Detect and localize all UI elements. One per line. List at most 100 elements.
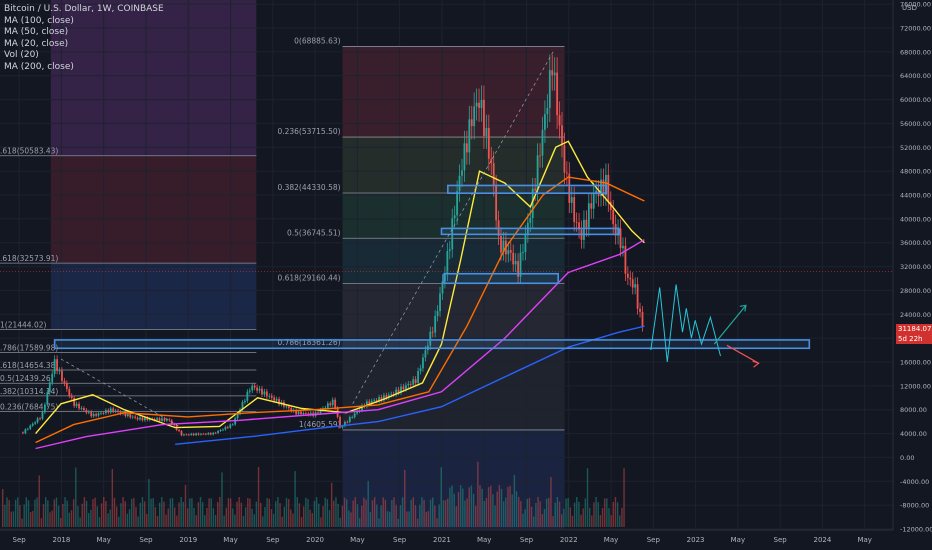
x-tick-label: 2023: [687, 536, 705, 544]
x-tick-label: May: [857, 536, 871, 544]
volume-bar: [195, 515, 197, 527]
volume-bar: [591, 515, 593, 527]
volume-bar: [131, 498, 133, 527]
candle-body: [590, 203, 593, 209]
volume-bar: [236, 501, 238, 527]
y-tick-label: 60000.00: [900, 96, 931, 104]
volume-bar: [204, 515, 206, 527]
candle-body: [573, 197, 576, 222]
volume-bar: [468, 487, 470, 527]
volume-bar: [518, 497, 520, 527]
zone-box: [443, 272, 559, 285]
fib-zone: [342, 429, 565, 529]
y-tick-label: -4000.00: [900, 478, 929, 486]
fib-label: 0.618(29160.44): [277, 274, 340, 283]
volume-bar: [597, 502, 599, 527]
volume-bar: [330, 482, 333, 527]
y-axis-panel: [893, 0, 932, 550]
volume-bar: [341, 505, 344, 527]
trend-line: [352, 51, 554, 404]
volume-bar: [36, 497, 38, 527]
volume-bar: [558, 501, 561, 527]
volume-bar: [343, 497, 346, 527]
volume-bar: [139, 502, 141, 527]
candle-body: [61, 370, 63, 381]
currency-label: USD: [902, 4, 917, 12]
volume-bar: [492, 494, 494, 527]
candle-body: [197, 433, 200, 435]
candle-body: [368, 401, 371, 404]
candle-body: [36, 418, 39, 423]
candle-body: [568, 173, 571, 203]
volume-bar: [621, 507, 623, 527]
fib-label: 1(21444.02): [0, 321, 46, 330]
volume-bar: [550, 477, 552, 527]
volume-bar: [601, 508, 604, 527]
candle-body: [378, 397, 380, 401]
volume-bar: [520, 501, 522, 527]
volume-bar: [70, 510, 73, 527]
candle-body: [73, 397, 76, 406]
fib-label: 0.5(12439.26): [0, 374, 54, 383]
volume-bar: [367, 480, 369, 527]
volume-bar: [75, 467, 77, 527]
volume-bar: [240, 502, 243, 527]
volume-bar: [556, 497, 559, 527]
candle-body: [265, 391, 268, 397]
volume-bar: [17, 497, 19, 527]
candle-body: [524, 233, 527, 253]
candle-body: [163, 418, 166, 421]
volume-bar: [6, 497, 8, 527]
volume-bar: [449, 487, 451, 527]
volume-bar: [395, 504, 397, 527]
candle-body: [375, 400, 378, 402]
legend-ma20[interactable]: MA (20, close): [4, 38, 69, 49]
legend-ma50[interactable]: MA (50, close): [4, 27, 69, 37]
volume-bar: [533, 516, 535, 527]
legend-vol[interactable]: Vol (20): [4, 50, 39, 60]
volume-bar: [8, 500, 10, 527]
legend-ma100[interactable]: MA (100, close): [4, 15, 74, 26]
legend-ma200[interactable]: MA (200, close): [4, 61, 74, 72]
candle-body: [487, 127, 490, 159]
volume-bar: [311, 513, 313, 527]
volume-bar: [326, 499, 329, 527]
volume-bar: [406, 511, 408, 527]
candle-body: [480, 99, 483, 108]
volume-bar: [221, 472, 223, 527]
candle-body: [41, 412, 44, 419]
candle-body: [302, 412, 305, 415]
candle-body: [431, 331, 434, 333]
candle-body: [544, 114, 546, 130]
candle-body: [324, 407, 327, 409]
ma-line: [35, 140, 645, 435]
candle-body: [48, 382, 51, 393]
volume-bar: [371, 500, 374, 527]
bar-countdown: 5d 22h: [898, 335, 923, 343]
x-tick-label: Sep: [520, 536, 534, 544]
candle-body: [285, 406, 288, 408]
candle-body: [612, 209, 615, 225]
volume-bar: [543, 509, 546, 527]
volume-bar: [606, 498, 608, 527]
volume-bar: [408, 511, 410, 527]
candle-body: [304, 412, 307, 414]
candle-body: [585, 219, 588, 228]
candle-body: [492, 163, 495, 186]
volume-bar: [161, 497, 163, 527]
zone-box: [447, 184, 608, 195]
volume-bar: [234, 514, 236, 527]
candle-body: [631, 279, 634, 288]
x-tick-label: May: [477, 536, 491, 544]
volume-bar: [262, 516, 264, 527]
volume-bar: [137, 516, 139, 527]
candle-body: [404, 385, 407, 389]
chart-title[interactable]: Bitcoin / U.S. Dollar, 1W, COINBASE: [4, 4, 164, 14]
volume-bar: [309, 509, 311, 527]
volume-bar: [255, 501, 258, 527]
candle-body: [204, 433, 207, 435]
candle-body: [639, 308, 641, 312]
candle-body: [575, 221, 578, 223]
